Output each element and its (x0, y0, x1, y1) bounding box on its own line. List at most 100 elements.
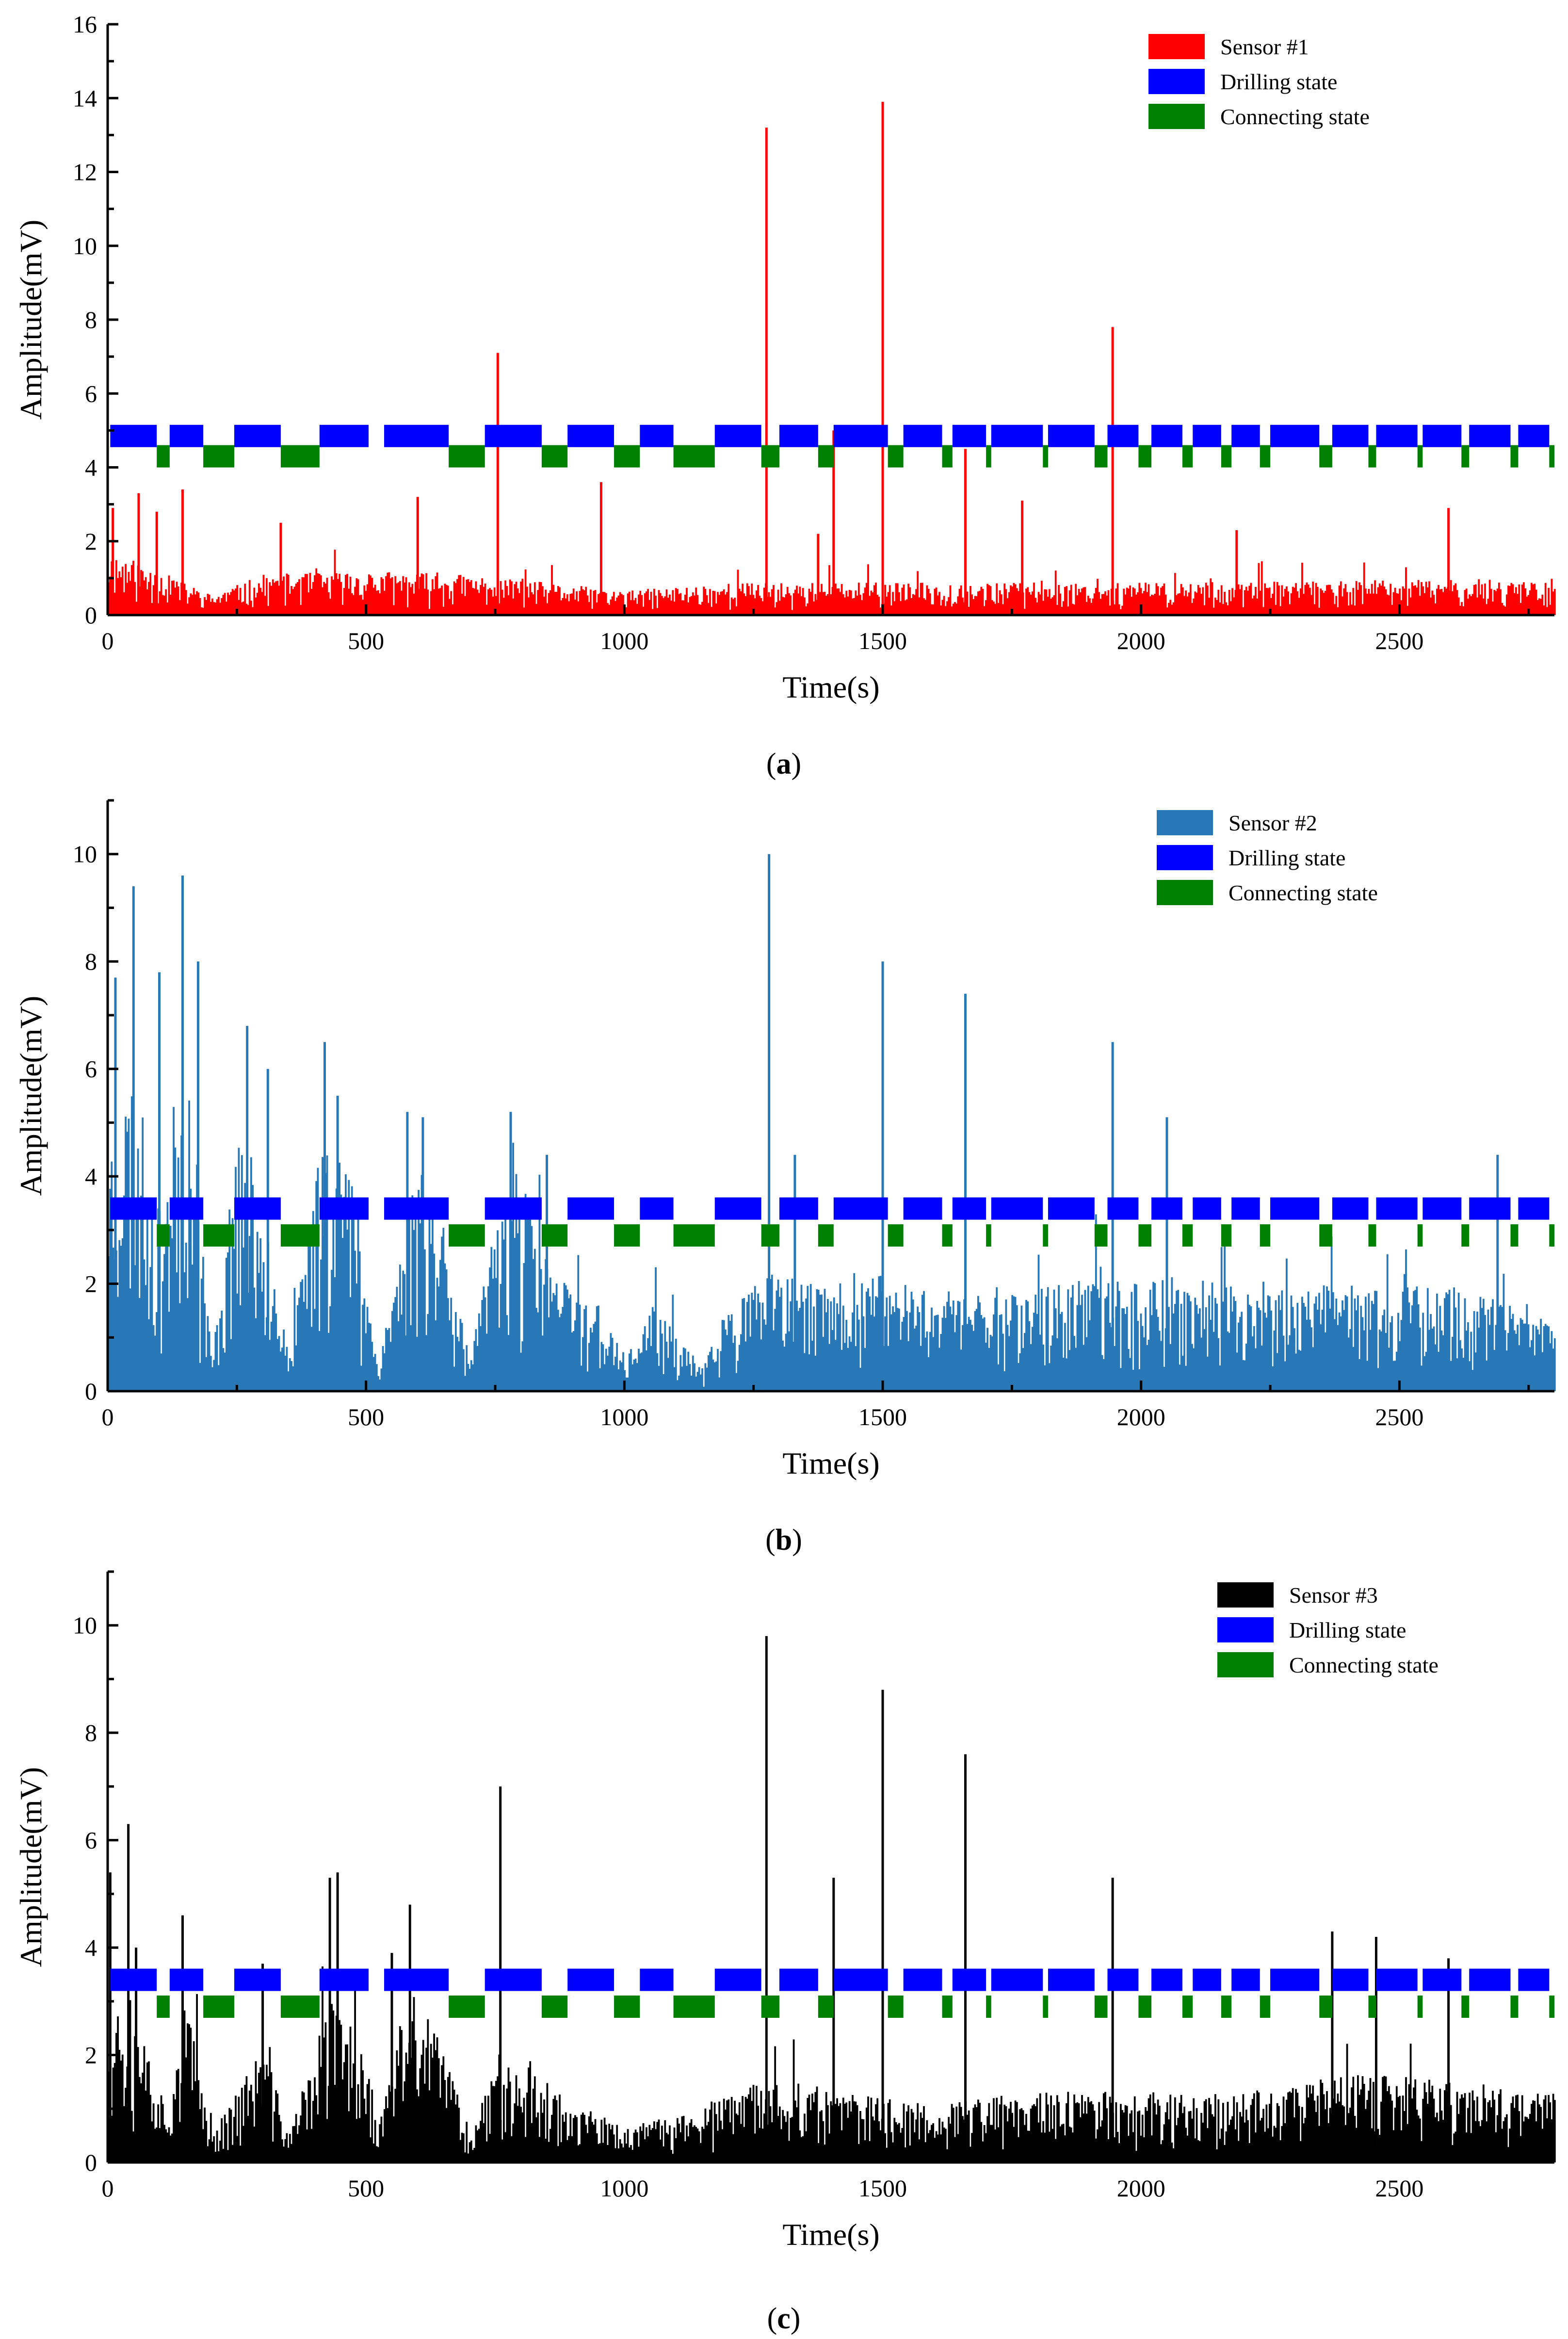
signal-bar (1551, 1331, 1553, 1391)
signal-bar (548, 1317, 550, 1391)
signal-bar (399, 1265, 401, 1391)
signal-bar (1058, 2102, 1060, 2162)
signal-bar (800, 1284, 803, 1391)
signal-bar (1033, 1313, 1035, 1391)
drilling-state-segment (1270, 424, 1320, 447)
signal-bar (786, 2111, 789, 2162)
signal-bar (1072, 2132, 1074, 2162)
signal-bar (202, 608, 204, 615)
signal-bar (300, 2115, 302, 2162)
signal-bar (1487, 2102, 1489, 2162)
drilling-state-segment (991, 1968, 1043, 1991)
signal-bar (1282, 2096, 1285, 2162)
signal-bar (605, 1348, 607, 1391)
signal-bar (467, 579, 469, 615)
signal-bar (1145, 2107, 1147, 2162)
signal-bar (1003, 1371, 1006, 1391)
signal-bar (1383, 2076, 1386, 2162)
signal-bar (614, 2148, 616, 2162)
signal-bar (1093, 1286, 1096, 1391)
signal-bar (1183, 596, 1185, 615)
signal-bar (620, 594, 623, 615)
signal-bar (1326, 585, 1328, 615)
signal-bar (1131, 597, 1133, 615)
signal-bar (165, 1224, 167, 1391)
signal-bar (940, 605, 942, 615)
x-tick-label: 500 (348, 2175, 384, 2202)
signal-bar (187, 603, 189, 615)
signal-bar (1045, 589, 1048, 615)
signal-bar (999, 590, 1001, 615)
signal-bar (1512, 1314, 1514, 1391)
signal-bar (177, 1157, 179, 1391)
x-tick-label: 0 (102, 627, 114, 654)
signal-bar (1128, 2136, 1130, 2162)
signal-bar (1237, 1322, 1240, 1391)
signal-bar (836, 2098, 838, 2162)
y-tick-label: 0 (85, 601, 97, 629)
signal-bar (439, 2097, 441, 2162)
signal-bar (769, 1279, 772, 1391)
signal-bar (264, 1335, 266, 1391)
signal-bar (1357, 1295, 1359, 1391)
signal-bar (975, 2107, 978, 2162)
signal-bar (309, 573, 311, 615)
signal-bar (480, 1326, 482, 1391)
signal-bar (962, 597, 964, 615)
signal-bar (1013, 1296, 1015, 1391)
signal-bar (332, 1206, 335, 1391)
signal-bar (1248, 2143, 1251, 2162)
signal-bar (1211, 2114, 1213, 2162)
signal-bar (1509, 1306, 1511, 1391)
signal-bar (1295, 583, 1297, 615)
signal-bar (239, 588, 242, 615)
signal-bar (213, 1360, 215, 1391)
signal-bar (1385, 2076, 1387, 2162)
signal-bar (1137, 2111, 1139, 2162)
signal-bar (1169, 600, 1172, 615)
signal-bar (1011, 586, 1014, 615)
signal-bar (1342, 596, 1343, 615)
signal-bar (1276, 582, 1278, 615)
signal-bar (493, 1249, 496, 1391)
signal-bar (579, 2144, 581, 2162)
signal-bar (590, 589, 592, 615)
signal-bar (975, 596, 978, 615)
connecting-state-segment (541, 1995, 568, 2018)
signal-bar (1286, 586, 1288, 615)
signal-bar (399, 2026, 401, 2162)
signal-bar (1109, 1323, 1111, 1391)
connecting-state-segment (1138, 1224, 1152, 1247)
signal-bar (960, 585, 962, 615)
signal-bar (1406, 2124, 1409, 2162)
signal-bar (941, 1317, 944, 1391)
signal-bar (1272, 2136, 1274, 2162)
signal-bar (1361, 1317, 1364, 1391)
signal-bar (720, 1351, 722, 1391)
signal-bar (1050, 2095, 1052, 2162)
signal-bar (406, 2063, 409, 2162)
signal-bar (791, 1279, 793, 1391)
signal-bar (844, 1343, 846, 1391)
signal-bar (1033, 583, 1035, 615)
signal-bar (374, 1354, 376, 1391)
signal-bar (258, 1273, 260, 1391)
signal-bar (1148, 584, 1150, 615)
signal-bar (274, 1289, 275, 1391)
x-axis-title: Time(s) (782, 2217, 879, 2252)
signal-bar (362, 600, 364, 615)
signal-bar (1535, 2121, 1537, 2162)
signal-bar (1452, 2145, 1454, 2162)
signal-bar (830, 594, 832, 615)
drilling-state-segment (485, 1197, 542, 1220)
connecting-state-segment (203, 1995, 235, 2018)
signal-bar (821, 584, 823, 615)
signal-bar (483, 586, 485, 615)
signal-bar (284, 1355, 287, 1391)
signal-bar (286, 573, 288, 615)
signal-bar (761, 1302, 764, 1391)
signal-bar (365, 2114, 367, 2162)
signal-bar (1552, 1348, 1554, 1391)
signal-bar (447, 585, 449, 615)
signal-bar (287, 2147, 290, 2162)
